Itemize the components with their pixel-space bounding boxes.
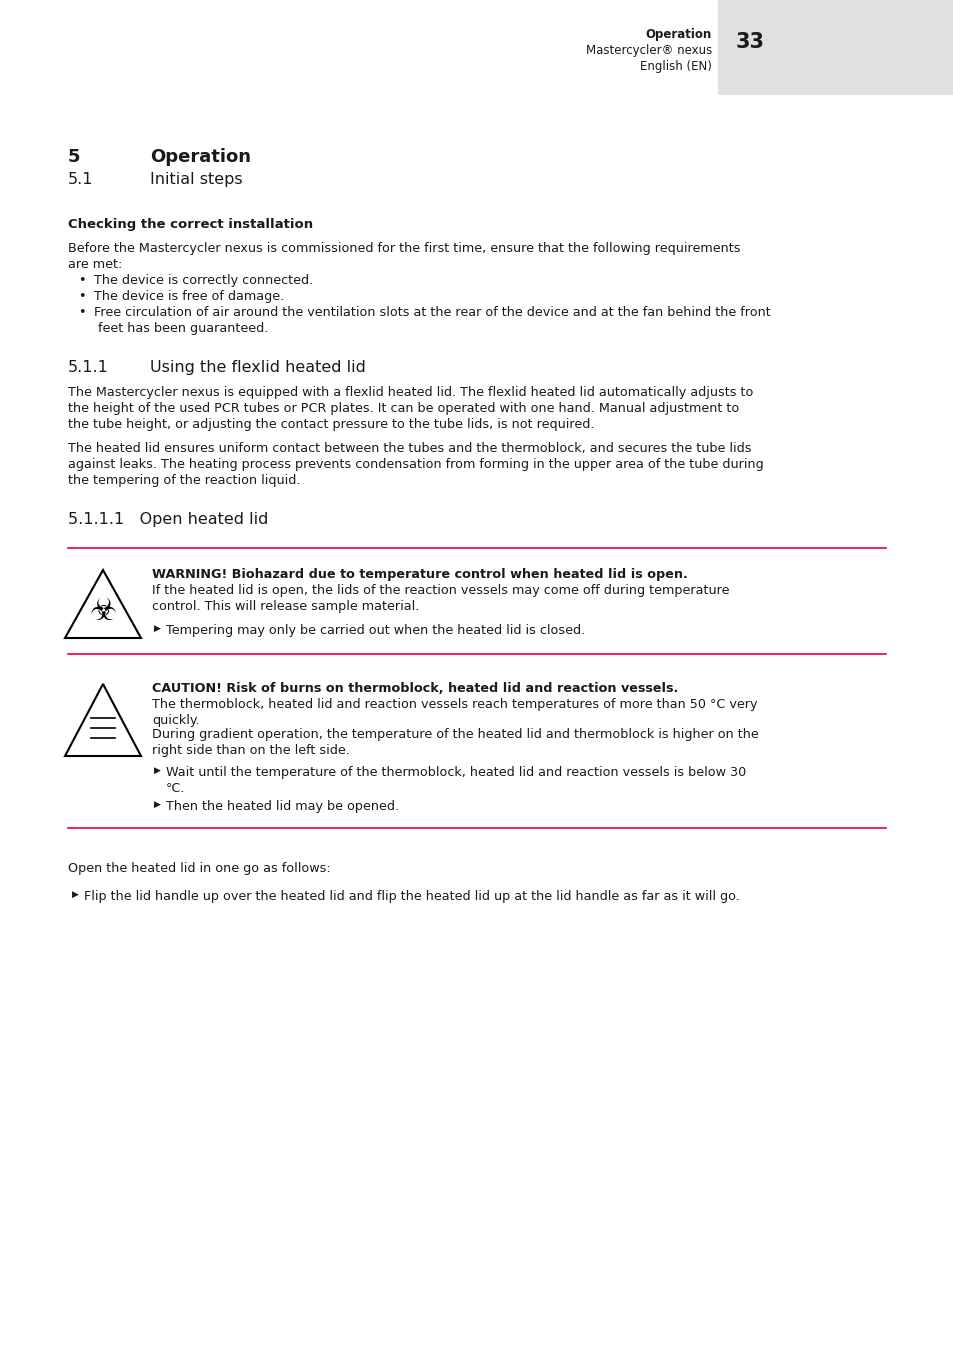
Text: feet has been guaranteed.: feet has been guaranteed. bbox=[98, 323, 268, 335]
Polygon shape bbox=[65, 570, 141, 639]
Text: Operation: Operation bbox=[150, 148, 251, 166]
Text: °C.: °C. bbox=[166, 782, 185, 795]
Text: 5.1: 5.1 bbox=[68, 171, 93, 188]
Text: •: • bbox=[78, 306, 86, 319]
Text: WARNING! Biohazard due to temperature control when heated lid is open.: WARNING! Biohazard due to temperature co… bbox=[152, 568, 687, 580]
Text: ☣: ☣ bbox=[90, 598, 116, 626]
Text: right side than on the left side.: right side than on the left side. bbox=[152, 744, 350, 757]
Text: Initial steps: Initial steps bbox=[150, 171, 242, 188]
Text: 5.1.1.1   Open heated lid: 5.1.1.1 Open heated lid bbox=[68, 512, 268, 526]
Text: the tempering of the reaction liquid.: the tempering of the reaction liquid. bbox=[68, 474, 300, 487]
Text: the height of the used PCR tubes or PCR plates. It can be operated with one hand: the height of the used PCR tubes or PCR … bbox=[68, 402, 739, 414]
Text: The device is free of damage.: The device is free of damage. bbox=[94, 290, 284, 302]
Text: Wait until the temperature of the thermoblock, heated lid and reaction vessels i: Wait until the temperature of the thermo… bbox=[166, 765, 745, 779]
Text: English (EN): English (EN) bbox=[639, 59, 711, 73]
Text: The device is correctly connected.: The device is correctly connected. bbox=[94, 274, 313, 288]
Text: The thermoblock, heated lid and reaction vessels reach temperatures of more than: The thermoblock, heated lid and reaction… bbox=[152, 698, 757, 711]
FancyBboxPatch shape bbox=[718, 0, 953, 95]
Text: against leaks. The heating process prevents condensation from forming in the upp: against leaks. The heating process preve… bbox=[68, 458, 763, 471]
Polygon shape bbox=[65, 684, 141, 756]
Text: 5: 5 bbox=[68, 148, 80, 166]
Text: the tube height, or adjusting the contact pressure to the tube lids, is not requ: the tube height, or adjusting the contac… bbox=[68, 418, 594, 431]
Text: CAUTION! Risk of burns on thermoblock, heated lid and reaction vessels.: CAUTION! Risk of burns on thermoblock, h… bbox=[152, 682, 678, 695]
Text: •: • bbox=[78, 290, 86, 302]
Text: ▶: ▶ bbox=[71, 890, 79, 899]
Text: Flip the lid handle up over the heated lid and flip the heated lid up at the lid: Flip the lid handle up over the heated l… bbox=[84, 890, 740, 903]
Text: During gradient operation, the temperature of the heated lid and thermoblock is : During gradient operation, the temperatu… bbox=[152, 728, 758, 741]
Text: quickly.: quickly. bbox=[152, 714, 199, 728]
Text: The Mastercycler nexus is equipped with a flexlid heated lid. The flexlid heated: The Mastercycler nexus is equipped with … bbox=[68, 386, 753, 400]
Text: Checking the correct installation: Checking the correct installation bbox=[68, 217, 313, 231]
Text: are met:: are met: bbox=[68, 258, 122, 271]
Text: Operation: Operation bbox=[645, 28, 711, 40]
Text: The heated lid ensures uniform contact between the tubes and the thermoblock, an: The heated lid ensures uniform contact b… bbox=[68, 441, 751, 455]
Text: ▶: ▶ bbox=[153, 765, 161, 775]
Text: Using the flexlid heated lid: Using the flexlid heated lid bbox=[150, 360, 366, 375]
Text: •: • bbox=[78, 274, 86, 288]
Text: Then the heated lid may be opened.: Then the heated lid may be opened. bbox=[166, 801, 398, 813]
Text: Tempering may only be carried out when the heated lid is closed.: Tempering may only be carried out when t… bbox=[166, 624, 584, 637]
Text: Before the Mastercycler nexus is commissioned for the first time, ensure that th: Before the Mastercycler nexus is commiss… bbox=[68, 242, 740, 255]
Text: Open the heated lid in one go as follows:: Open the heated lid in one go as follows… bbox=[68, 863, 331, 875]
Text: If the heated lid is open, the lids of the reaction vessels may come off during : If the heated lid is open, the lids of t… bbox=[152, 585, 729, 597]
Text: Free circulation of air around the ventilation slots at the rear of the device a: Free circulation of air around the venti… bbox=[94, 306, 770, 319]
Text: 33: 33 bbox=[735, 32, 764, 53]
Text: control. This will release sample material.: control. This will release sample materi… bbox=[152, 599, 419, 613]
Text: Mastercycler® nexus: Mastercycler® nexus bbox=[585, 45, 711, 57]
Text: ▶: ▶ bbox=[153, 624, 161, 633]
Text: 5.1.1: 5.1.1 bbox=[68, 360, 109, 375]
Text: ▶: ▶ bbox=[153, 801, 161, 809]
